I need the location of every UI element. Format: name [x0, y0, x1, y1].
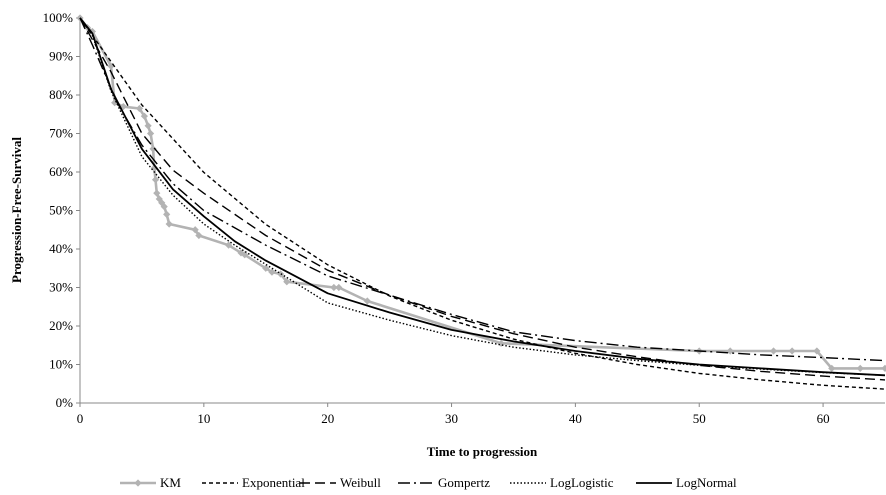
y-tick-label: 100% [43, 10, 74, 25]
axes: 0% 10% 20% 30% 40% 50% 60% 70% 80% 90% 100% 0 10 20 30… [43, 10, 885, 426]
y-tick-label: 80% [49, 87, 73, 102]
km-point [283, 278, 291, 286]
km-point [262, 264, 270, 272]
km-point [144, 122, 152, 130]
x-tick-label: 20 [321, 411, 334, 426]
x-tick-label: 60 [817, 411, 830, 426]
km-point [165, 220, 173, 228]
km-point [146, 129, 155, 138]
x-tick-label: 30 [445, 411, 458, 426]
x-tick-label: 40 [569, 411, 582, 426]
y-tick-label: 20% [49, 318, 73, 333]
y-tick-label: 90% [49, 49, 73, 64]
legend-label-km: KM [160, 475, 181, 490]
x-tick-label: 50 [693, 411, 706, 426]
x-tick-label: 10 [197, 411, 210, 426]
y-tick-label: 0% [56, 395, 74, 410]
km-point [363, 297, 371, 305]
y-tick-label: 10% [49, 357, 73, 372]
series-line-gompertz [79, 17, 886, 362]
km-point [330, 283, 338, 292]
km-point [151, 176, 160, 184]
legend-label-loglogistic: LogLogistic [550, 475, 614, 490]
km-point [856, 364, 864, 372]
km-point [225, 241, 233, 249]
series-line-lognormal [79, 17, 886, 377]
legend-marker-km [134, 479, 142, 487]
km-point [160, 203, 168, 211]
km-point [268, 268, 276, 276]
x-axis-title: Time to progression [427, 444, 538, 459]
series-line-loglogistic [79, 17, 886, 376]
km-point [726, 347, 734, 355]
y-axis-title: Progression-Free-Survival [9, 137, 24, 283]
km-point [135, 104, 144, 113]
series-line-exponential [79, 17, 886, 390]
km-point [153, 189, 161, 197]
legend-label-lognormal: LogNormal [676, 475, 737, 490]
y-tick-label: 30% [49, 280, 73, 295]
km-point [277, 270, 285, 278]
km-point [769, 347, 778, 355]
legend-label-weibull: Weibull [340, 475, 381, 490]
km-point [163, 210, 171, 218]
km-point [191, 226, 199, 234]
y-tick-label: 50% [49, 203, 73, 218]
series-line-weibull [79, 17, 886, 381]
km-point [140, 112, 148, 120]
km-point [813, 347, 821, 355]
km-point [497, 339, 505, 347]
legend: KM Exponential Weibull Gompertz LogLogistic L… [120, 475, 737, 490]
km-point [335, 283, 343, 292]
km-point [241, 251, 249, 259]
y-tick-label: 60% [49, 164, 73, 179]
km-point [881, 364, 886, 372]
y-tick-label: 70% [49, 126, 73, 141]
series-line-km [78, 17, 885, 370]
y-tick-label: 40% [49, 241, 73, 256]
x-tick-label: 0 [77, 411, 84, 426]
km-point [195, 231, 203, 240]
legend-label-gompertz: Gompertz [438, 475, 490, 490]
km-point [149, 145, 157, 153]
km-point [828, 364, 836, 372]
series-layer [76, 14, 886, 390]
legend-label-exponential: Exponential [242, 475, 305, 490]
km-point [788, 347, 796, 355]
